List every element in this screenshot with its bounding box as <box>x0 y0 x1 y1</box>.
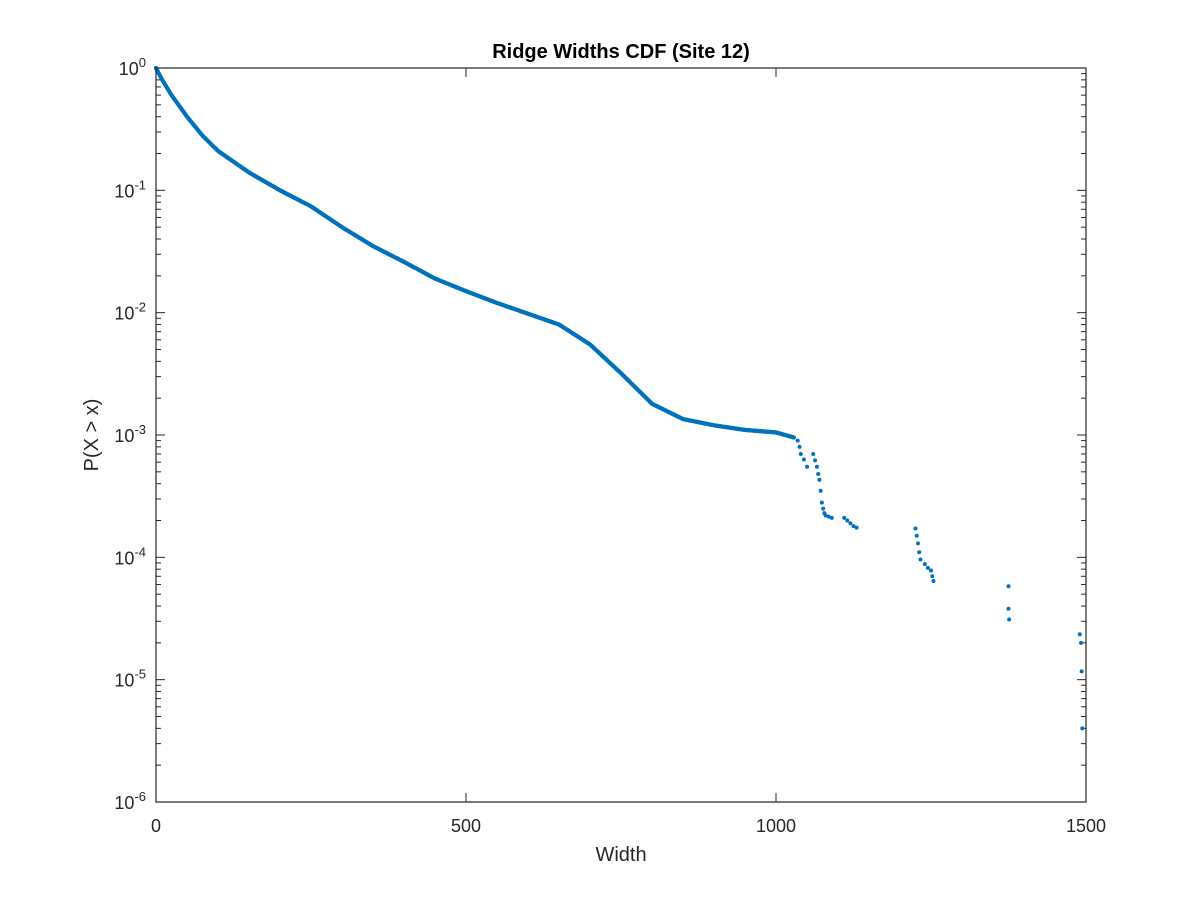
data-point <box>1080 726 1085 731</box>
data-point <box>845 518 850 523</box>
data-point <box>813 458 818 463</box>
data-point <box>842 515 847 520</box>
data-point <box>1006 606 1011 611</box>
data-point <box>826 514 831 519</box>
y-tick-label: 100 <box>119 55 146 79</box>
x-tick-label: 0 <box>151 816 161 836</box>
data-point <box>848 521 853 526</box>
data-point <box>918 557 923 562</box>
data-point <box>914 533 919 538</box>
data-point <box>795 438 800 443</box>
y-tick-label: 10-6 <box>114 789 146 813</box>
data-point <box>930 574 935 579</box>
y-tick-label: 10-5 <box>114 667 146 691</box>
data-point <box>805 464 809 469</box>
data-point <box>915 541 920 546</box>
x-tick-labels: 0 500 1000 1500 <box>151 816 1106 836</box>
y-tick-label: 10-3 <box>114 422 146 446</box>
data-point <box>823 513 828 518</box>
data-point <box>829 515 834 520</box>
y-tick-label: 10-1 <box>114 177 146 201</box>
y-axis-label: P(X > x) <box>81 399 103 472</box>
data-points <box>153 65 1085 731</box>
data-point <box>929 568 933 573</box>
data-point <box>931 579 936 584</box>
data-point <box>816 471 821 476</box>
data-point <box>922 562 927 567</box>
data-point <box>814 464 819 469</box>
chart-title: Ridge Widths CDF (Site 12) <box>492 41 750 63</box>
data-point <box>797 444 802 449</box>
data-point <box>1006 584 1011 589</box>
data-point <box>851 524 856 529</box>
data-point <box>1079 640 1084 645</box>
y-tick-label: 10-4 <box>114 544 146 568</box>
data-point <box>854 525 859 530</box>
plot-area <box>156 68 1086 802</box>
data-point <box>817 477 822 482</box>
data-point <box>917 550 922 555</box>
x-tick-label: 1500 <box>1066 816 1106 836</box>
axis-ticks <box>155 67 1087 803</box>
plot-frame <box>155 67 1087 803</box>
y-tick-labels: 10-6 10-5 10-4 10-3 10-2 10-1 100 <box>114 55 146 813</box>
data-point <box>798 451 803 456</box>
data-point <box>819 500 824 505</box>
data-point <box>811 451 816 456</box>
y-tick-label: 10-2 <box>114 300 146 324</box>
x-axis-label: Width <box>595 844 646 866</box>
data-point <box>925 565 930 570</box>
data-point <box>821 506 826 511</box>
data-point <box>791 435 797 440</box>
data-point <box>818 488 823 493</box>
data-point <box>1007 617 1012 622</box>
data-point <box>1079 669 1084 674</box>
data-point <box>1077 632 1082 637</box>
data-point <box>913 526 918 531</box>
x-tick-label: 1000 <box>756 816 796 836</box>
x-tick-label: 500 <box>451 816 481 836</box>
data-point <box>801 457 806 462</box>
